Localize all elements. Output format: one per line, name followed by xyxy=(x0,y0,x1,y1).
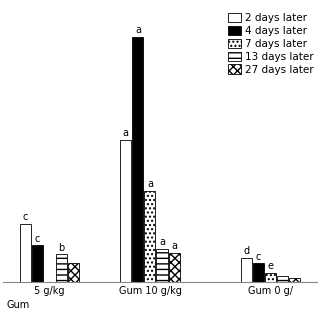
Bar xyxy=(68,263,79,282)
Text: a: a xyxy=(123,128,129,138)
Text: b: b xyxy=(58,243,65,252)
Bar xyxy=(156,249,168,282)
Text: d: d xyxy=(244,246,250,256)
Bar xyxy=(132,37,143,282)
Bar xyxy=(289,278,300,282)
Bar xyxy=(32,245,43,282)
Bar xyxy=(265,273,276,282)
Text: c: c xyxy=(23,212,28,222)
Text: a: a xyxy=(135,25,141,35)
Bar xyxy=(241,258,252,282)
Text: e: e xyxy=(268,261,274,271)
Bar xyxy=(20,224,31,282)
Text: c: c xyxy=(256,252,261,262)
Text: Gum: Gum xyxy=(6,300,30,310)
Text: a: a xyxy=(159,237,165,247)
Text: a: a xyxy=(147,179,153,189)
Bar xyxy=(277,276,288,282)
Bar xyxy=(120,140,131,282)
Bar xyxy=(169,252,180,282)
Bar xyxy=(56,254,67,282)
Bar xyxy=(144,191,156,282)
Text: a: a xyxy=(171,241,177,251)
Bar xyxy=(253,263,264,282)
Text: c: c xyxy=(35,234,40,244)
Legend: 2 days later, 4 days later, 7 days later, 13 days later, 27 days later: 2 days later, 4 days later, 7 days later… xyxy=(227,12,315,76)
